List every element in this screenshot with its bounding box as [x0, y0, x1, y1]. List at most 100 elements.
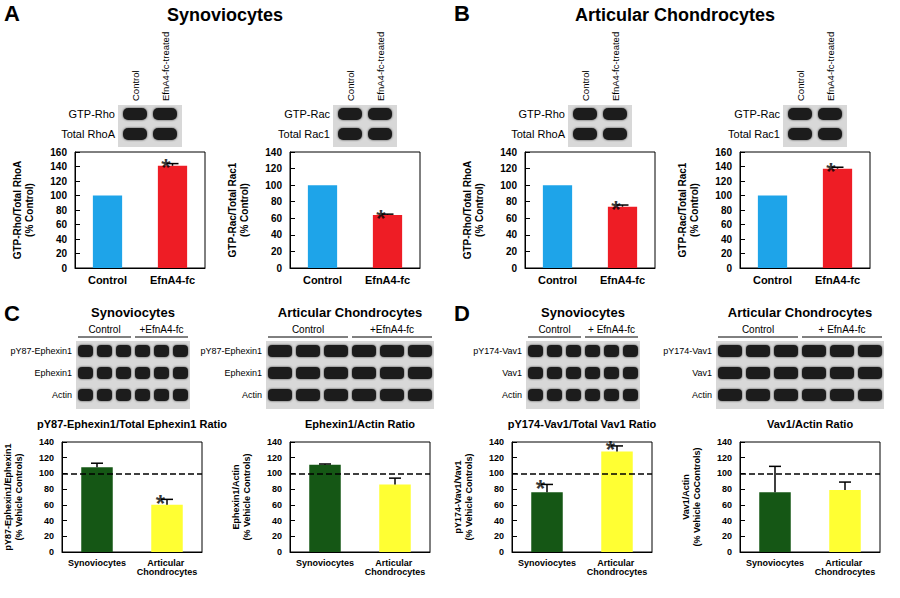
svg-text:Ephexin1: Ephexin1 — [224, 368, 262, 378]
svg-text:100: 100 — [715, 190, 732, 201]
svg-text:80: 80 — [494, 484, 504, 494]
svg-text:Actin: Actin — [692, 390, 712, 400]
svg-text:Synoviocytes: Synoviocytes — [746, 558, 804, 568]
svg-text:Control: Control — [795, 70, 806, 101]
svg-text:140: 140 — [717, 437, 732, 447]
svg-text:GTP-Rac: GTP-Rac — [734, 108, 780, 120]
svg-text:40: 40 — [271, 229, 283, 240]
svg-text:120: 120 — [500, 163, 517, 174]
svg-text:Vav1: Vav1 — [502, 368, 522, 378]
svg-text:140: 140 — [489, 437, 504, 447]
svg-text:EfnA4-fc: EfnA4-fc — [815, 274, 860, 286]
svg-text:+ EfnA4-fc: + EfnA4-fc — [588, 324, 635, 335]
svg-text:100: 100 — [489, 468, 504, 478]
svg-text:C: C — [4, 301, 20, 326]
svg-text:pY174-Vav1: pY174-Vav1 — [473, 346, 522, 356]
svg-text:Chondrocytes: Chondrocytes — [365, 567, 426, 577]
svg-text:Control: Control — [580, 70, 591, 101]
svg-text:*: * — [606, 436, 616, 463]
svg-text:140: 140 — [267, 437, 282, 447]
svg-text:120: 120 — [267, 453, 282, 463]
svg-text:100: 100 — [50, 190, 67, 201]
svg-text:100: 100 — [39, 468, 54, 478]
svg-text:120: 120 — [715, 176, 732, 187]
svg-text:Vav1/Actin: Vav1/Actin — [681, 474, 691, 520]
svg-text:Chondrocytes: Chondrocytes — [137, 567, 198, 577]
svg-text:(% Vehicle CoControls): (% Vehicle CoControls) — [692, 447, 702, 546]
svg-text:0: 0 — [277, 547, 282, 557]
svg-text:120: 120 — [50, 176, 67, 187]
svg-text:Total Rac1: Total Rac1 — [728, 128, 780, 140]
svg-text:120: 120 — [39, 453, 54, 463]
svg-text:Ephexin1/Actin: Ephexin1/Actin — [231, 464, 241, 529]
svg-text:Articular Chondrocytes: Articular Chondrocytes — [728, 305, 872, 320]
svg-text:80: 80 — [506, 196, 518, 207]
svg-text:B: B — [454, 1, 470, 26]
svg-text:120: 120 — [489, 453, 504, 463]
svg-text:0: 0 — [726, 263, 732, 274]
svg-text:140: 140 — [50, 161, 67, 172]
svg-text:80: 80 — [44, 484, 54, 494]
svg-text:60: 60 — [506, 213, 518, 224]
svg-text:Ephexin1: Ephexin1 — [34, 368, 72, 378]
svg-text:120: 120 — [717, 453, 732, 463]
svg-text:Ephexin1/Actin Ratio: Ephexin1/Actin Ratio — [305, 418, 415, 430]
svg-text:Control: Control — [130, 70, 141, 101]
svg-text:+EfnA4-fc: +EfnA4-fc — [139, 324, 183, 335]
svg-text:EfnA4-fc-treated: EfnA4-fc-treated — [160, 32, 171, 101]
svg-text:Control: Control — [303, 274, 342, 286]
svg-text:+ EfnA4-fc: + EfnA4-fc — [819, 324, 866, 335]
svg-text:(% Control): (% Control) — [474, 183, 485, 237]
svg-text:100: 100 — [265, 180, 282, 191]
svg-text:Chondrocytes: Chondrocytes — [815, 567, 876, 577]
svg-text:20: 20 — [722, 531, 732, 541]
svg-text:0: 0 — [499, 547, 504, 557]
svg-text:Synoviocytes: Synoviocytes — [91, 305, 175, 320]
svg-text:pY174-Vav1/Total Vav1 Ratio: pY174-Vav1/Total Vav1 Ratio — [508, 418, 657, 430]
svg-text:140: 140 — [39, 437, 54, 447]
svg-text:(% Vehicle Controls): (% Vehicle Controls) — [242, 453, 252, 540]
svg-text:20: 20 — [272, 531, 282, 541]
svg-text:Control: Control — [538, 324, 570, 335]
svg-text:60: 60 — [721, 219, 733, 230]
svg-text:80: 80 — [722, 484, 732, 494]
svg-text:Synoviocytes: Synoviocytes — [68, 558, 126, 568]
svg-text:*: * — [611, 196, 621, 223]
svg-text:Total RhoA: Total RhoA — [61, 128, 115, 140]
svg-text:GTP-Rho/Total RhoA: GTP-Rho/Total RhoA — [462, 161, 473, 260]
svg-text:pY174-Vav1/Vav1: pY174-Vav1/Vav1 — [453, 460, 463, 533]
svg-text:20: 20 — [721, 248, 733, 259]
svg-text:40: 40 — [506, 229, 518, 240]
svg-text:40: 40 — [44, 516, 54, 526]
svg-text:160: 160 — [715, 147, 732, 158]
svg-text:+EfnA4-fc: +EfnA4-fc — [370, 324, 414, 335]
svg-text:A: A — [4, 1, 20, 26]
svg-text:Articular Chondrocytes: Articular Chondrocytes — [575, 5, 775, 25]
svg-text:Control: Control — [88, 274, 127, 286]
svg-text:80: 80 — [272, 484, 282, 494]
svg-text:EfnA4-fc: EfnA4-fc — [365, 274, 410, 286]
svg-text:Total Rac1: Total Rac1 — [278, 128, 330, 140]
svg-text:GTP-Rho: GTP-Rho — [519, 108, 565, 120]
svg-text:100: 100 — [500, 180, 517, 191]
svg-text:20: 20 — [56, 248, 68, 259]
svg-text:(% Control): (% Control) — [239, 183, 250, 237]
svg-text:140: 140 — [265, 147, 282, 158]
svg-text:Control: Control — [753, 274, 792, 286]
svg-text:Control: Control — [292, 324, 324, 335]
svg-text:(% Vehicle Controls): (% Vehicle Controls) — [464, 453, 474, 540]
svg-text:Vav1/Actin Ratio: Vav1/Actin Ratio — [767, 418, 853, 430]
svg-text:20: 20 — [271, 246, 283, 257]
svg-text:pY87-Ephexin1/Total Ephexin1 R: pY87-Ephexin1/Total Ephexin1 Ratio — [37, 418, 227, 430]
svg-text:GTP-Rho: GTP-Rho — [69, 108, 115, 120]
svg-text:20: 20 — [506, 246, 518, 257]
svg-text:EfnA4-fc-treated: EfnA4-fc-treated — [610, 32, 621, 101]
svg-text:pY174-Vav1: pY174-Vav1 — [663, 346, 712, 356]
svg-text:D: D — [454, 301, 470, 326]
svg-text:pY87-Ephexin1: pY87-Ephexin1 — [200, 346, 262, 356]
svg-text:60: 60 — [271, 213, 283, 224]
svg-text:100: 100 — [267, 468, 282, 478]
svg-text:EfnA4-fc: EfnA4-fc — [600, 274, 645, 286]
svg-text:Control: Control — [88, 324, 120, 335]
svg-text:60: 60 — [56, 219, 68, 230]
